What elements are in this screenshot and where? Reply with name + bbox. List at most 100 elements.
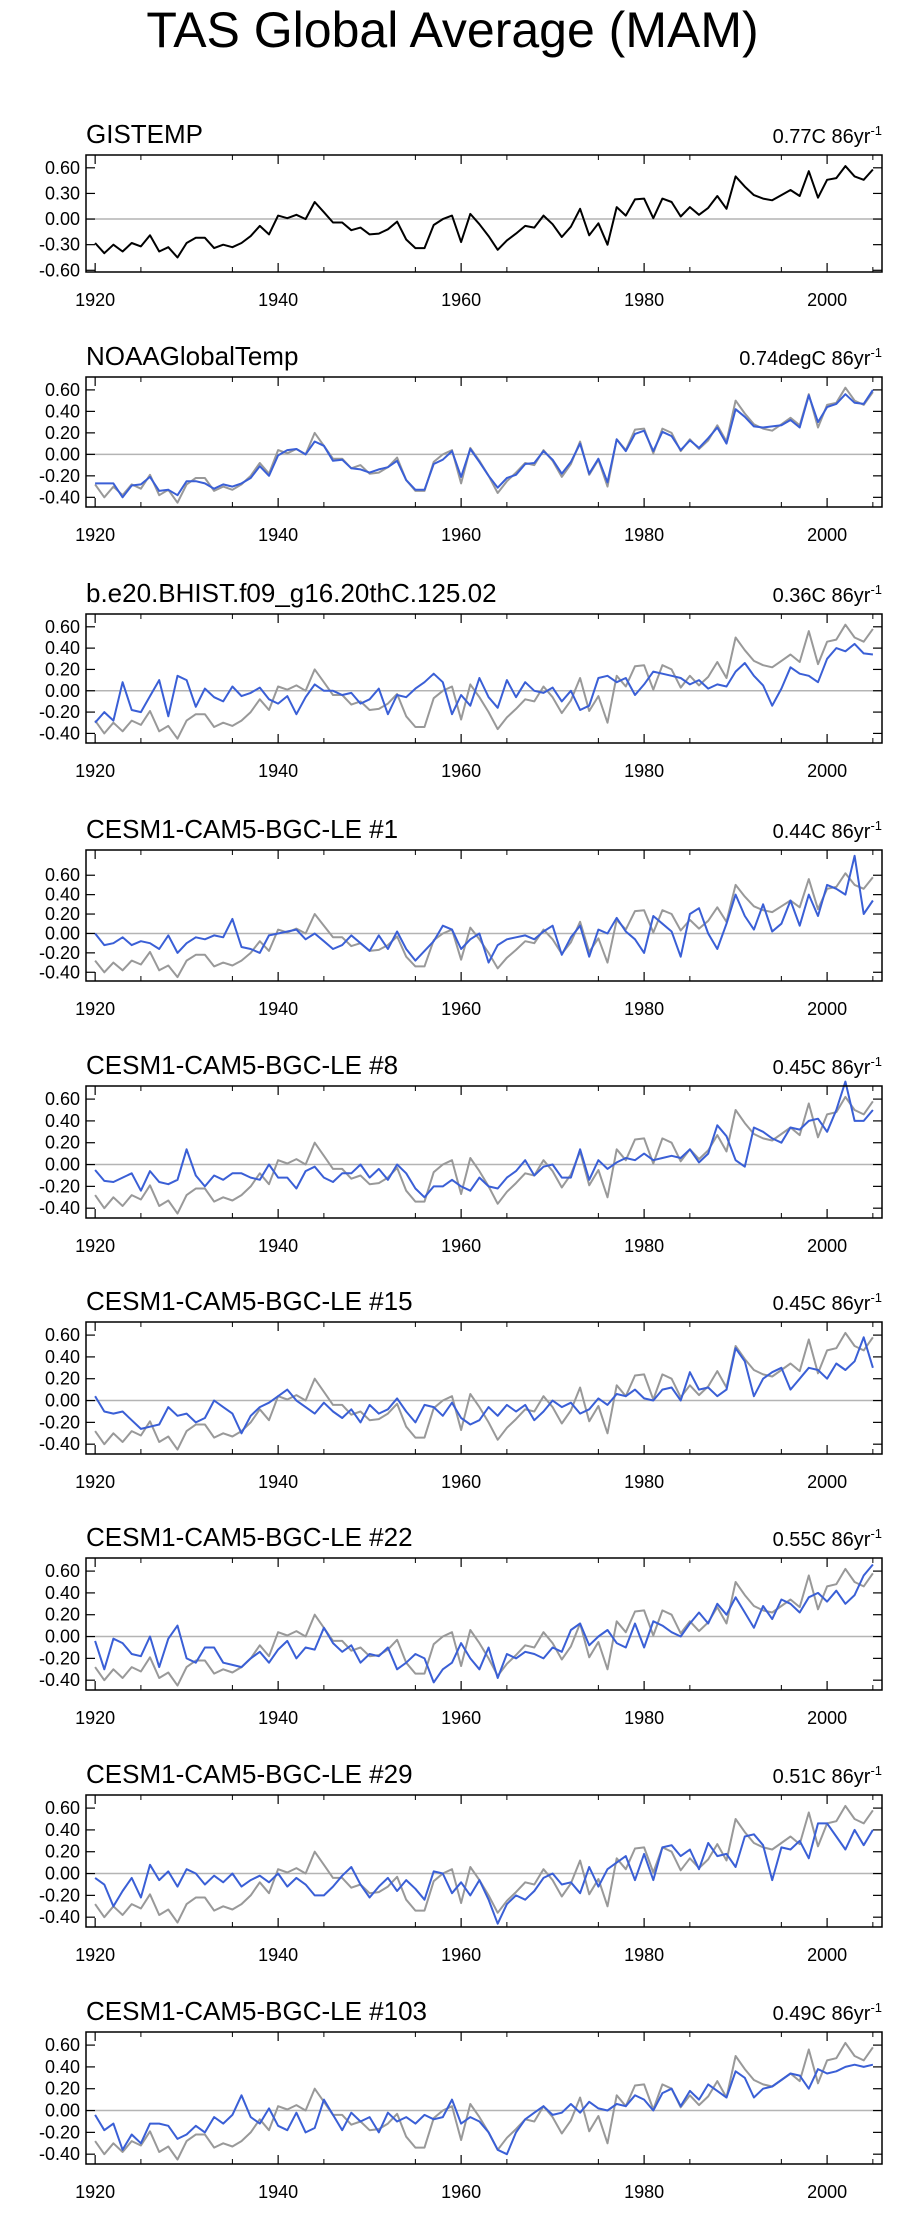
panel-title: CESM1-CAM5-BGC-LE #1 [86,814,398,844]
trend-value: 0.77C 86yr [773,126,871,148]
y-tick-label: 0.20 [45,1133,80,1153]
trend-value: 0.49C 86yr [773,2003,871,2025]
y-tick-label: -0.40 [39,1670,80,1690]
y-tick-label: -0.30 [39,235,80,255]
x-tick-label: 1920 [75,2182,115,2202]
trend-value: 0.45C 86yr [773,1057,871,1079]
series-line-reference [94,1567,874,1687]
x-tick-label: 2000 [807,761,847,781]
y-tick-label: 0.60 [45,2035,80,2055]
x-tick-label: 1960 [441,999,481,1019]
x-tick-label: 1980 [624,1472,664,1492]
y-tick-label: 0.00 [45,209,80,229]
x-tick-label: 2000 [807,290,847,310]
trend-exponent: -1 [870,1526,882,1541]
series-line-reference [94,1095,874,1215]
y-tick-label: -0.20 [39,702,80,722]
series-line-primary [94,1563,874,1684]
y-tick-label: 0.60 [45,617,80,637]
trend-label: 0.44C 86yr-1 [773,818,882,843]
x-tick-label: 2000 [807,1472,847,1492]
y-tick-label: -0.40 [39,487,80,507]
trend-value: 0.55C 86yr [773,1529,871,1551]
y-tick-label: -0.40 [39,1907,80,1927]
trend-label: 0.45C 86yr-1 [773,1054,882,1079]
y-tick-label: 0.00 [45,681,80,701]
y-tick-label: -0.20 [39,943,80,963]
trend-exponent: -1 [870,1290,882,1305]
trend-label: 0.74degC 86yr-1 [739,345,882,370]
x-tick-label: 2000 [807,999,847,1019]
y-tick-label: 0.20 [45,1842,80,1862]
trend-exponent: -1 [870,2000,882,2015]
x-tick-label: 1940 [258,1472,298,1492]
series-line-reference [94,623,874,740]
y-tick-label: 0.60 [45,1561,80,1581]
y-tick-label: -0.40 [39,962,80,982]
x-tick-label: 2000 [807,1236,847,1256]
panel-title: b.e20.BHIST.f09_g16.20thC.125.02 [86,578,497,608]
x-tick-label: 1980 [624,525,664,545]
x-tick-label: 1980 [624,761,664,781]
y-tick-label: 0.00 [45,2101,80,2121]
y-tick-label: 0.40 [45,638,80,658]
y-tick-label: -0.40 [39,1198,80,1218]
x-tick-label: 1940 [258,2182,298,2202]
series-line-reference [94,2041,874,2161]
plot-frame [85,154,883,273]
x-tick-label: 1920 [75,1236,115,1256]
y-tick-label: 0.20 [45,423,80,443]
x-tick-label: 1940 [258,525,298,545]
panel-title: NOAAGlobalTemp [86,341,298,371]
chart-panel: NOAAGlobalTemp 0.74degC 86yr-1 0.600.400.2… [39,341,883,545]
panel-title: CESM1-CAM5-BGC-LE #15 [86,1286,413,1316]
x-tick-label: 1920 [75,761,115,781]
y-tick-label: 0.00 [45,1627,80,1647]
x-tick-label: 1960 [441,1945,481,1965]
y-tick-label: 0.40 [45,885,80,905]
y-tick-label: -0.20 [39,1176,80,1196]
y-tick-label: 0.60 [45,865,80,885]
x-tick-label: 1920 [75,1945,115,1965]
y-tick-label: -0.60 [39,260,80,280]
x-tick-label: 1920 [75,1472,115,1492]
y-tick-label: 0.00 [45,444,80,464]
trend-value: 0.74degC 86yr [739,348,871,370]
x-tick-label: 1920 [75,1708,115,1728]
y-tick-label: 0.40 [45,1583,80,1603]
panel-title: CESM1-CAM5-BGC-LE #29 [86,1759,413,1789]
plot-frame [85,1557,883,1691]
trend-exponent: -1 [870,345,882,360]
plot-frame [85,1794,883,1928]
chart-panel: CESM1-CAM5-BGC-LE #103 0.49C 86yr-10.600.… [39,1996,883,2202]
series-line-primary [94,642,874,724]
y-tick-label: -0.20 [39,466,80,486]
trend-value: 0.45C 86yr [773,1293,871,1315]
y-tick-label: 0.00 [45,1155,80,1175]
x-tick-label: 1960 [441,1472,481,1492]
x-tick-label: 1920 [75,525,115,545]
trend-exponent: -1 [870,1054,882,1069]
trend-value: 0.44C 86yr [773,821,871,843]
x-tick-label: 1960 [441,1708,481,1728]
trend-label: 0.49C 86yr-1 [773,2000,882,2025]
chart-panel: b.e20.BHIST.f09_g16.20thC.125.02 0.36C 86… [39,578,883,781]
y-tick-label: 0.40 [45,401,80,421]
x-tick-label: 1940 [258,999,298,1019]
y-tick-label: -0.20 [39,1648,80,1668]
series-line-primary [95,389,874,499]
figure-title: TAS Global Average (MAM) [146,2,759,58]
y-tick-label: 0.00 [45,1864,80,1884]
y-tick-label: 0.20 [45,1369,80,1389]
trend-label: 0.45C 86yr-1 [773,1290,882,1315]
plot-frame [85,2031,883,2165]
x-tick-label: 2000 [807,1708,847,1728]
chart-panel: CESM1-CAM5-BGC-LE #8 0.45C 86yr-1 0.600.40… [39,1050,883,1256]
x-tick-label: 1940 [258,290,298,310]
y-tick-label: -0.40 [39,1434,80,1454]
trend-exponent: -1 [870,123,882,138]
x-tick-label: 1960 [441,1236,481,1256]
panel-title: CESM1-CAM5-BGC-LE #8 [86,1050,398,1080]
y-tick-label: 0.60 [45,1325,80,1345]
y-tick-label: -0.20 [39,2122,80,2142]
